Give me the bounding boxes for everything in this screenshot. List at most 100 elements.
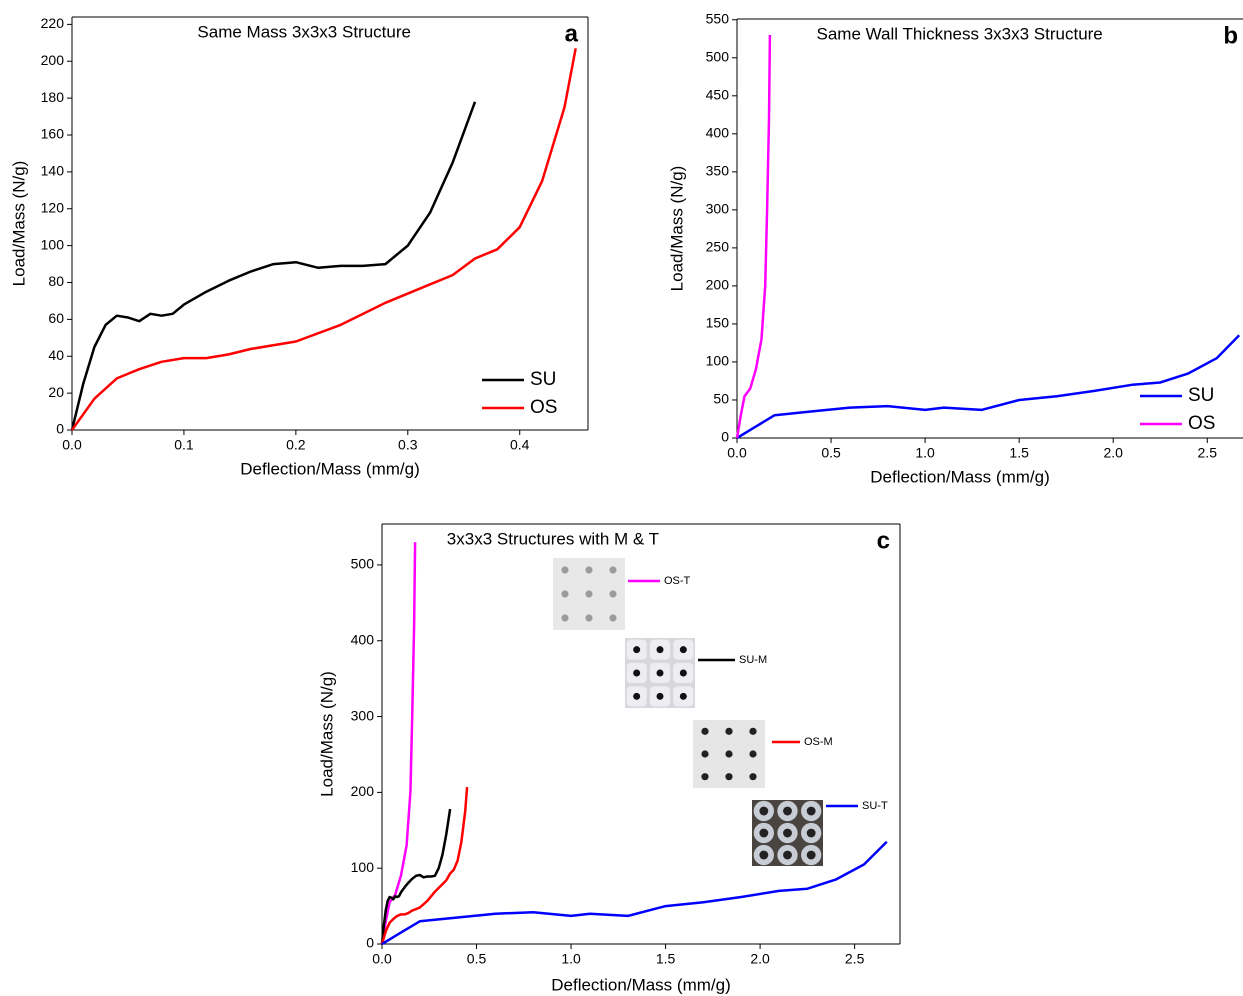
- y-tick-label: 500: [706, 48, 730, 64]
- photo-hole: [783, 850, 792, 860]
- annotation-label: OS-M: [804, 736, 833, 748]
- data-line: [380, 808, 452, 945]
- y-axis-label: Load/Mass (N/g): [9, 161, 28, 287]
- y-tick-label: 100: [351, 859, 375, 875]
- photo-hole: [783, 828, 792, 838]
- y-tick-label: 60: [48, 310, 64, 326]
- x-axis-label: Deflection/Mass (mm/g): [240, 459, 419, 478]
- y-tick-label: 500: [351, 556, 375, 572]
- data-line: [70, 48, 577, 431]
- photo-hole: [725, 727, 733, 735]
- data-line: [380, 542, 417, 945]
- data-line: [381, 840, 888, 946]
- y-tick-label: 400: [706, 125, 730, 141]
- panel-label: b: [1223, 22, 1238, 49]
- x-tick-label: 0.5: [821, 445, 841, 461]
- x-tick-label: 0.5: [467, 951, 487, 967]
- y-tick-label: 50: [713, 391, 729, 407]
- legend-label: OS: [1188, 413, 1215, 434]
- photo-hole: [749, 727, 757, 735]
- chart-title: Same Wall Thickness 3x3x3 Structure: [816, 24, 1102, 43]
- x-axis-label: Deflection/Mass (mm/g): [870, 467, 1049, 486]
- x-tick-label: 0.0: [62, 437, 82, 453]
- x-tick-label: 2.0: [750, 951, 770, 967]
- photo-hole: [585, 614, 593, 622]
- data-line: [735, 34, 772, 439]
- y-tick-label: 100: [706, 353, 730, 369]
- photo-hole: [656, 646, 664, 654]
- photo-hole: [633, 646, 641, 654]
- x-tick-label: 0.1: [174, 437, 194, 453]
- photo-hole: [806, 806, 816, 816]
- x-tick-label: 1.5: [1009, 445, 1029, 461]
- legend-label: SU: [530, 369, 556, 390]
- photo-hole: [561, 590, 569, 598]
- x-tick-label: 0.3: [398, 437, 418, 453]
- photo-hole: [561, 614, 569, 622]
- y-tick-label: 450: [706, 87, 730, 103]
- y-tick-label: 220: [41, 15, 65, 31]
- x-tick-label: 1.0: [915, 445, 935, 461]
- photo-hole: [749, 773, 757, 781]
- y-tick-label: 100: [41, 236, 65, 252]
- data-line: [70, 101, 477, 431]
- photo-hole: [585, 590, 593, 598]
- y-tick-label: 40: [48, 347, 64, 363]
- y-tick-label: 20: [48, 384, 64, 400]
- photo-hole: [656, 692, 664, 700]
- chart-title: 3x3x3 Structures with M & T: [447, 529, 659, 548]
- x-tick-label: 1.5: [656, 951, 676, 967]
- photo-hole: [749, 750, 757, 758]
- photo-hole: [633, 692, 641, 700]
- chart-panel: 0 50 100 150 200 250 300 350 400 450 500 550 0.0 0.5 1…: [667, 10, 1243, 486]
- photo-hole: [609, 614, 617, 622]
- y-tick-label: 550: [706, 10, 730, 26]
- y-tick-label: 150: [706, 315, 730, 331]
- chart-title: Same Mass 3x3x3 Structure: [197, 22, 411, 41]
- photo-hole: [679, 692, 687, 700]
- legend-label: OS: [530, 397, 557, 418]
- y-tick-label: 0: [366, 935, 374, 951]
- y-tick-label: 300: [706, 201, 730, 217]
- data-line: [380, 787, 469, 945]
- annotation-label: SU-M: [739, 654, 767, 666]
- photo-hole: [701, 750, 709, 758]
- chart-panel: 0 20 40 60 80 100 120 140 160 180 200 220 0.0 0.1 0.2 0…: [9, 15, 589, 478]
- photo-hole: [561, 566, 569, 574]
- data-line: [736, 334, 1241, 440]
- photo-hole: [701, 773, 709, 781]
- y-tick-label: 0: [721, 429, 729, 445]
- chart-panel: 0 100 200 300 400 500 0.0 0.5 1.0 1.5 2.0 2.5 Deflec…: [317, 523, 901, 994]
- photo-hole: [725, 773, 733, 781]
- y-tick-label: 200: [706, 277, 730, 293]
- annotation-label: OS-T: [664, 575, 691, 587]
- annotation-label: SU-T: [862, 800, 888, 812]
- y-tick-label: 250: [706, 239, 730, 255]
- photo-hole: [679, 646, 687, 654]
- y-tick-label: 200: [41, 52, 65, 68]
- x-tick-label: 0.4: [510, 437, 530, 453]
- photo-hole: [806, 828, 816, 838]
- y-tick-label: 0: [56, 421, 64, 437]
- x-tick-label: 2.5: [1198, 445, 1218, 461]
- y-tick-label: 120: [41, 199, 65, 215]
- panel-label: a: [565, 20, 579, 47]
- photo-hole: [609, 590, 617, 598]
- y-tick-label: 300: [351, 707, 375, 723]
- y-tick-label: 140: [41, 163, 65, 179]
- y-tick-label: 350: [706, 163, 730, 179]
- x-tick-label: 0.0: [727, 445, 747, 461]
- photo-hole: [783, 806, 792, 816]
- photo-hole: [633, 669, 641, 677]
- photo-hole: [759, 828, 769, 838]
- y-tick-label: 400: [351, 631, 375, 647]
- y-tick-label: 180: [41, 89, 65, 105]
- panel-label: c: [877, 527, 890, 554]
- photo-hole: [759, 806, 769, 816]
- y-axis-label: Load/Mass (N/g): [667, 166, 686, 292]
- photo-hole: [806, 850, 816, 860]
- photo-hole: [701, 727, 709, 735]
- photo-hole: [679, 669, 687, 677]
